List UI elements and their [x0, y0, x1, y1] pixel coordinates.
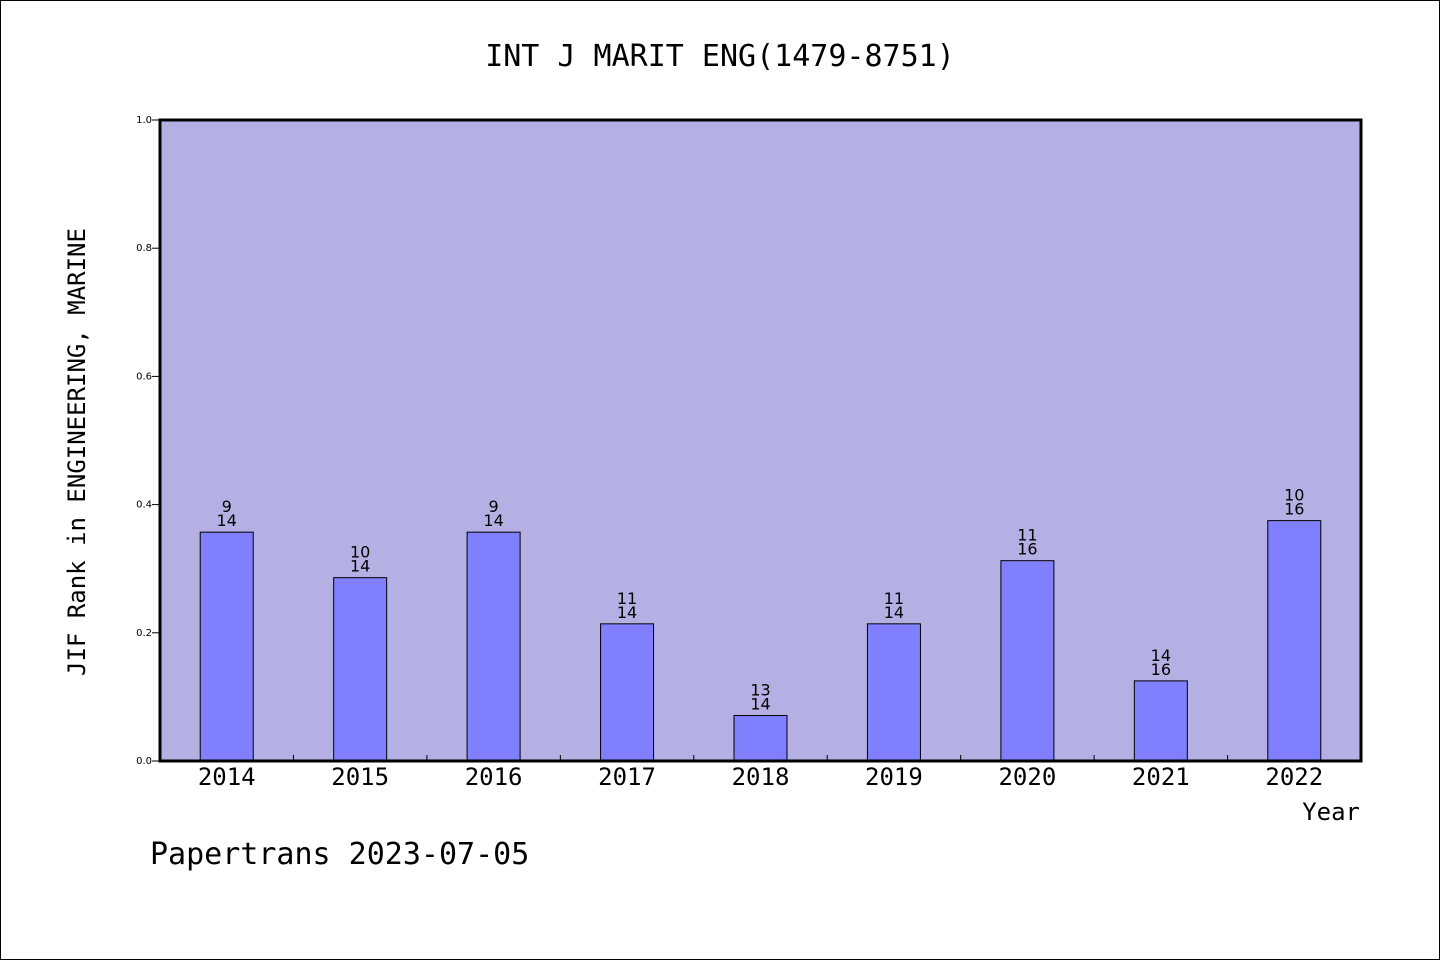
bar-2017	[600, 623, 655, 762]
bar-rank-label: 11	[1017, 526, 1037, 545]
x-tick-label: 2014	[198, 763, 256, 791]
bar-rank-label: 14	[1151, 646, 1171, 665]
x-axis-label: Year	[1302, 798, 1360, 826]
bar-total-label: 16	[1284, 500, 1304, 519]
x-tick-label: 2018	[732, 763, 790, 791]
x-tick-label: 2015	[331, 763, 389, 791]
x-axis-ticks: 2014 2015 2016 2017 2018 2019 2020 2021 2022	[198, 755, 1323, 791]
y-axis-label: JIF Rank in ENGINEERING, MARINE	[63, 228, 91, 676]
y-axis-ticks: 0.0 0.2 0.4 0.6 0.8 1.0	[136, 115, 160, 767]
bar-total-label: 14	[884, 603, 904, 622]
bar-total-label: 16	[1151, 660, 1171, 679]
plot-border	[158, 118, 1363, 763]
bar-rank-label: 11	[617, 589, 637, 608]
x-tick-label: 2020	[998, 763, 1056, 791]
y-tick-label: 0.8	[136, 243, 152, 254]
y-tick-label: 0.6	[136, 371, 152, 382]
bar-rank-label: 10	[1284, 486, 1304, 505]
x-tick-label: 2022	[1265, 763, 1323, 791]
bar-2014	[199, 531, 254, 762]
bar-2021	[1133, 680, 1188, 762]
bar-series	[199, 520, 1322, 762]
bar-2015	[333, 577, 388, 762]
bar-rank-label: 10	[350, 543, 370, 562]
bar-2022	[1267, 520, 1322, 762]
bar-rank-label: 9	[222, 497, 232, 516]
bar-2020	[1000, 560, 1055, 762]
bar-2018	[733, 714, 788, 762]
bar-2016	[466, 531, 521, 762]
x-tick-label: 2021	[1132, 763, 1190, 791]
bar-total-label: 14	[750, 694, 770, 713]
x-tick-label: 2019	[865, 763, 923, 791]
y-tick-label: 1.0	[136, 115, 152, 126]
bar-total-label: 14	[617, 603, 637, 622]
bar-total-label: 16	[1017, 540, 1037, 559]
y-tick-label: 0.2	[136, 628, 152, 639]
bar-total-label: 14	[217, 511, 237, 530]
bar-total-label: 14	[350, 557, 370, 576]
bar-total-label: 14	[483, 511, 503, 530]
bar-2019	[866, 623, 921, 762]
x-tick-label: 2017	[598, 763, 656, 791]
chart-title: INT J MARIT ENG(1479-8751)	[485, 39, 955, 74]
footer-source-date: Papertrans 2023-07-05	[150, 837, 529, 872]
bar-rank-label: 9	[489, 497, 499, 516]
y-tick-label: 0.0	[136, 756, 152, 767]
bar-rank-label: 11	[884, 589, 904, 608]
bar-rank-label: 13	[750, 680, 770, 699]
y-tick-label: 0.4	[136, 500, 152, 511]
x-tick-label: 2016	[465, 763, 523, 791]
